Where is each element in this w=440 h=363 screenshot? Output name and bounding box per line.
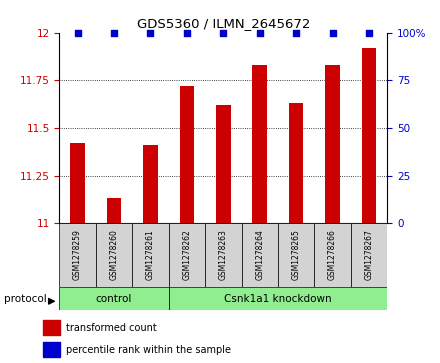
FancyBboxPatch shape <box>132 223 169 287</box>
FancyBboxPatch shape <box>242 223 278 287</box>
Point <box>74 30 81 36</box>
Text: GSM1278263: GSM1278263 <box>219 229 228 281</box>
Text: Csnk1a1 knockdown: Csnk1a1 knockdown <box>224 294 332 303</box>
Text: control: control <box>96 294 132 303</box>
Bar <box>180 86 194 223</box>
Text: protocol: protocol <box>4 294 47 305</box>
Bar <box>107 199 121 223</box>
Bar <box>325 65 340 223</box>
Point <box>110 30 117 36</box>
FancyBboxPatch shape <box>205 223 242 287</box>
FancyBboxPatch shape <box>169 223 205 287</box>
Bar <box>43 320 60 335</box>
Text: GSM1278261: GSM1278261 <box>146 230 155 280</box>
Text: GSM1278260: GSM1278260 <box>110 229 118 281</box>
Bar <box>70 143 85 223</box>
FancyBboxPatch shape <box>96 223 132 287</box>
Bar <box>362 48 376 223</box>
FancyBboxPatch shape <box>59 287 169 310</box>
FancyBboxPatch shape <box>278 223 314 287</box>
FancyBboxPatch shape <box>169 287 387 310</box>
Bar <box>253 65 267 223</box>
Point <box>220 30 227 36</box>
Text: transformed count: transformed count <box>66 323 157 333</box>
Bar <box>43 342 60 357</box>
Point <box>366 30 373 36</box>
Text: GSM1278267: GSM1278267 <box>364 229 374 281</box>
Point <box>183 30 191 36</box>
FancyBboxPatch shape <box>59 223 96 287</box>
Bar <box>143 145 158 223</box>
Text: GSM1278259: GSM1278259 <box>73 229 82 281</box>
Bar <box>216 105 231 223</box>
Point <box>329 30 336 36</box>
Point <box>256 30 263 36</box>
FancyBboxPatch shape <box>351 223 387 287</box>
Text: GSM1278265: GSM1278265 <box>292 229 301 281</box>
Point <box>293 30 300 36</box>
Text: percentile rank within the sample: percentile rank within the sample <box>66 345 231 355</box>
Text: GSM1278262: GSM1278262 <box>182 230 191 280</box>
Bar <box>289 103 304 223</box>
Text: GSM1278266: GSM1278266 <box>328 229 337 281</box>
Title: GDS5360 / ILMN_2645672: GDS5360 / ILMN_2645672 <box>136 17 310 30</box>
Text: GSM1278264: GSM1278264 <box>255 229 264 281</box>
Point <box>147 30 154 36</box>
FancyBboxPatch shape <box>314 223 351 287</box>
